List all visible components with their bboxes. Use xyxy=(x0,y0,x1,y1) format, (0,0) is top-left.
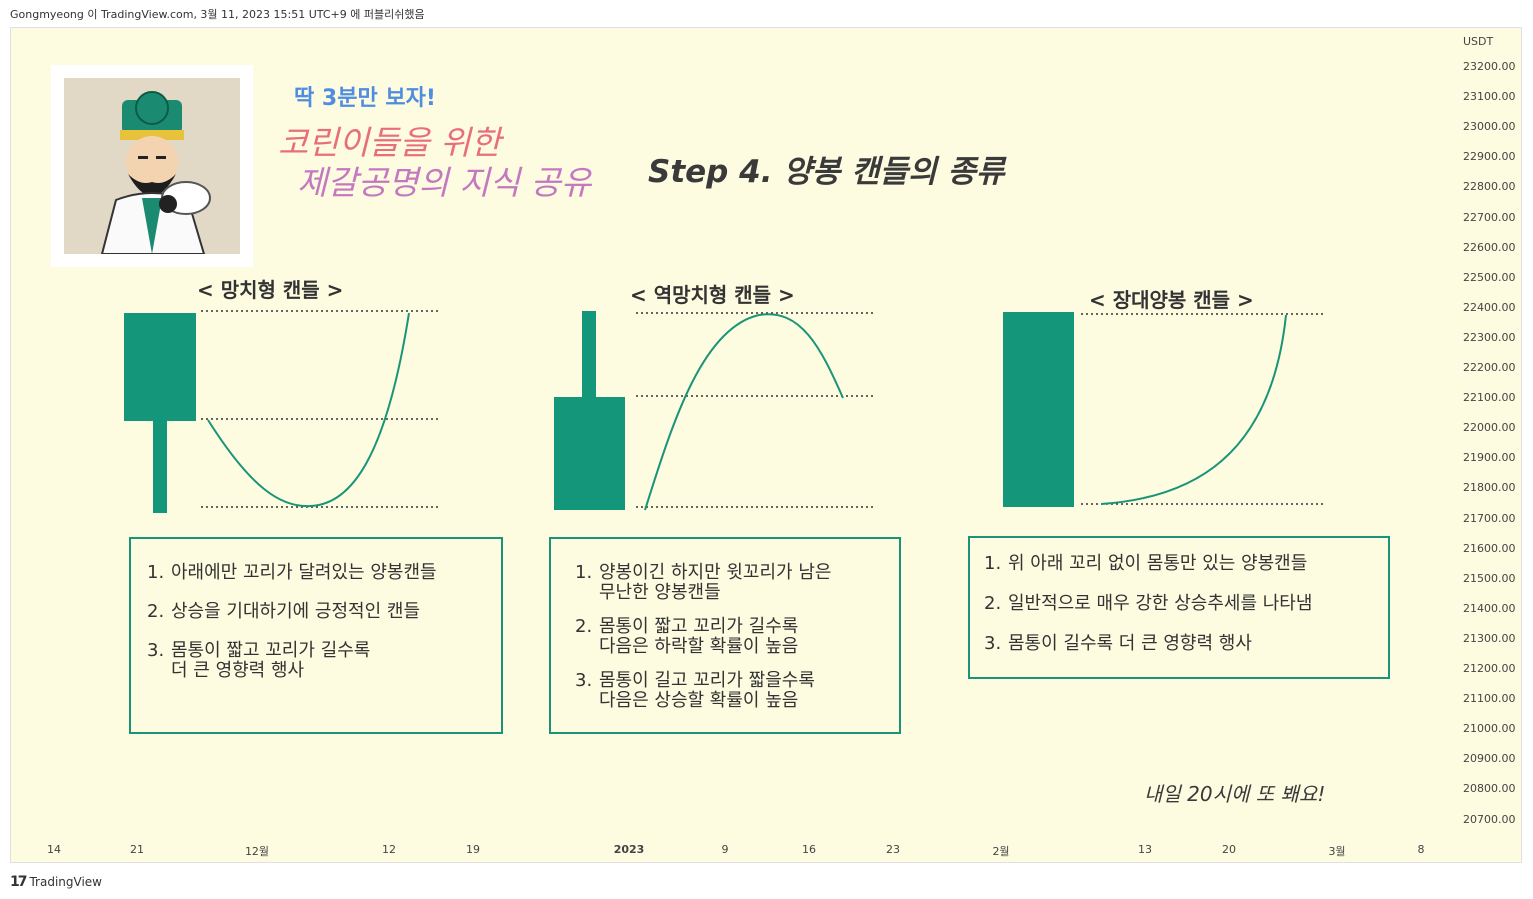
price-tick-label: 21500.00 xyxy=(1463,571,1516,585)
step-title: Step 4. 양봉 캔들의 종류 xyxy=(648,154,1005,190)
time-tick-label: 21 xyxy=(130,843,144,856)
list-item: 3. 몸통이 길수록 더 큰 영향력 행사 xyxy=(984,633,1252,654)
invhammer-body xyxy=(554,397,625,510)
time-tick-label: 12월 xyxy=(244,845,270,858)
price-tick-label: 20900.00 xyxy=(1463,752,1516,766)
time-tick-label: 2023 xyxy=(613,843,645,856)
currency-label: USDT xyxy=(1463,35,1494,48)
price-tick-label: 21400.00 xyxy=(1463,601,1516,615)
invhammer-title: < 역망치형 캔들 > xyxy=(630,283,795,307)
price-tick-label: 22300.00 xyxy=(1463,330,1516,344)
list-item: 2. 일반적으로 매우 강한 상승추세를 나타냄 xyxy=(984,593,1313,614)
tradingview-logo-icon: 17 xyxy=(10,874,28,890)
time-tick-label: 3월 xyxy=(1328,845,1346,858)
list-item: 3. 몸통이 길고 꼬리가 짧을수록 다음은 상승할 확률이 높음 xyxy=(575,670,815,711)
headline-line1: 코린이들을 위한 xyxy=(278,123,502,162)
price-tick-label: 21700.00 xyxy=(1463,511,1516,525)
invhammer-curve xyxy=(644,313,844,511)
time-tick-label: 16 xyxy=(802,843,816,856)
invhammer-upper-wick xyxy=(582,311,596,397)
price-tick-label: 23000.00 xyxy=(1463,120,1516,134)
price-tick-label: 23200.00 xyxy=(1463,60,1516,73)
price-tick-label: 22000.00 xyxy=(1463,421,1516,435)
marubozu-curve xyxy=(1100,314,1287,505)
price-tick-label: 22500.00 xyxy=(1463,270,1516,284)
price-tick-label: 21200.00 xyxy=(1463,662,1516,675)
price-tick-label: 21900.00 xyxy=(1463,451,1516,465)
avatar xyxy=(51,65,253,267)
time-tick-label: 8 xyxy=(1417,843,1425,856)
strategist-avatar-icon xyxy=(64,78,240,255)
marubozu-title: < 장대양봉 캔들 > xyxy=(1089,288,1254,312)
time-tick-label: 13 xyxy=(1138,843,1152,856)
price-tick-label: 21000.00 xyxy=(1463,722,1516,736)
candle-drawings xyxy=(124,310,1323,513)
price-tick-label: 22700.00 xyxy=(1463,210,1516,224)
price-tick-label: 22800.00 xyxy=(1463,180,1516,194)
hammer-notes: 1. 아래에만 꼬리가 달려있는 양봉캔들 2. 상승을 기대하기에 긍정적인 캔들… xyxy=(129,537,503,734)
hammer-body xyxy=(124,313,196,421)
price-tick-label: 21300.00 xyxy=(1463,631,1516,645)
time-tick-label: 20 xyxy=(1222,843,1236,856)
list-item: 1. 아래에만 꼬리가 달려있는 양봉캔들 xyxy=(147,562,437,583)
hammer-curve xyxy=(207,312,410,508)
publish-attribution: Gongmyeong 이 TradingView.com, 3월 11, 202… xyxy=(10,8,425,21)
list-item: 1. 양봉이긴 하지만 윗꼬리가 남은 무난한 양봉캔들 xyxy=(575,562,832,603)
price-tick-label: 20700.00 xyxy=(1463,812,1516,826)
price-tick-label: 21600.00 xyxy=(1463,541,1516,555)
price-tick-label: 20800.00 xyxy=(1463,782,1516,796)
price-tick-label: 22200.00 xyxy=(1463,361,1516,374)
time-tick-label: 2월 xyxy=(992,845,1010,858)
hammer-lower-wick xyxy=(153,421,167,513)
time-tick-label: 19 xyxy=(466,843,480,856)
list-item: 3. 몸통이 짧고 꼬리가 길수록 더 큰 영향력 행사 xyxy=(147,640,371,681)
price-tick-label: 22400.00 xyxy=(1463,300,1516,314)
time-tick-label: 23 xyxy=(886,843,900,856)
price-tick-label: 22600.00 xyxy=(1463,240,1516,254)
headline-line2: 제갈공명의 지식 공유 xyxy=(297,163,592,202)
price-tick-label: 23100.00 xyxy=(1463,90,1516,104)
tagline: 딱 3분만 보자! xyxy=(294,86,436,111)
footer-brand[interactable]: 17 TradingView xyxy=(10,874,102,890)
price-tick-label: 22900.00 xyxy=(1463,150,1516,164)
brand-label: TradingView xyxy=(29,875,102,889)
marubozu-body xyxy=(1003,312,1074,507)
signoff-text: 내일 20시에 또 봬요! xyxy=(1144,782,1326,806)
price-tick-label: 22100.00 xyxy=(1463,391,1516,405)
list-item: 1. 위 아래 꼬리 없이 몸통만 있는 양봉캔들 xyxy=(984,553,1308,574)
invhammer-notes: 1. 양봉이긴 하지만 윗꼬리가 남은 무난한 양봉캔들 2. 몸통이 짧고 꼬리가… xyxy=(549,537,901,734)
time-tick-label: 9 xyxy=(721,843,729,856)
chart-canvas[interactable]: USDT 23200.00 23100.00 23000.00 22900.00 228… xyxy=(10,27,1522,863)
time-tick-label: 12 xyxy=(382,843,396,856)
hammer-title: < 망치형 캔들 > xyxy=(197,278,344,302)
marubozu-notes: 1. 위 아래 꼬리 없이 몸통만 있는 양봉캔들 2. 일반적으로 매우 강한 상… xyxy=(968,536,1390,679)
price-tick-label: 21100.00 xyxy=(1463,692,1516,706)
price-tick-label: 21800.00 xyxy=(1463,481,1516,495)
list-item: 2. 상승을 기대하기에 긍정적인 캔들 xyxy=(147,601,421,622)
list-item: 2. 몸통이 짧고 꼬리가 길수록 다음은 하락할 확률이 높음 xyxy=(575,616,799,657)
time-tick-label: 14 xyxy=(47,843,61,856)
